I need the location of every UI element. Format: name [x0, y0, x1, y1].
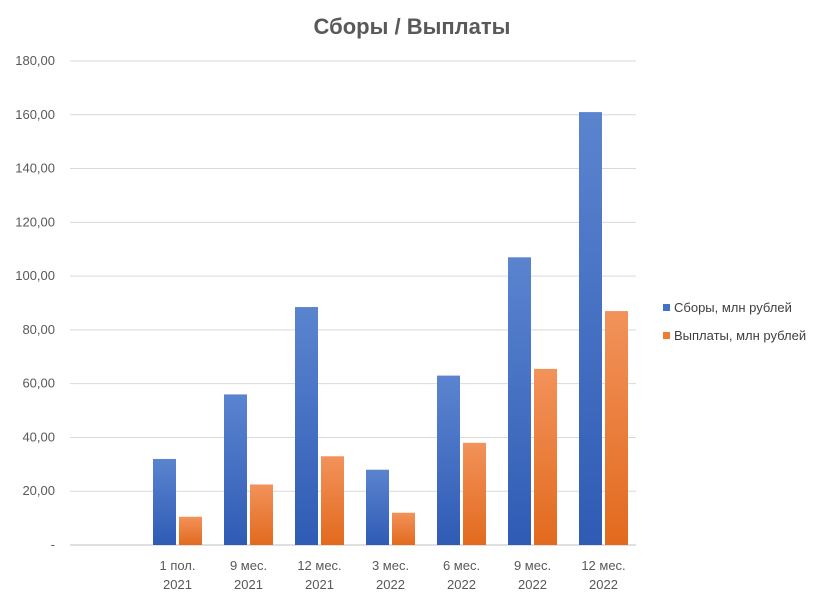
bar-sbory — [579, 112, 602, 545]
bars — [153, 112, 628, 545]
legend-swatch — [663, 332, 670, 339]
x-tick-label: 1 пол. — [159, 558, 195, 573]
x-axis-ticks: 1 пол. 2021 9 мес. 2021 12 мес. 2021 3 мес. 202… — [159, 558, 625, 592]
bar-vyplaty — [534, 368, 557, 545]
x-tick-label: 3 мес. — [372, 558, 409, 573]
x-tick-label: 9 мес. — [230, 558, 267, 573]
y-tick-label: 100,00 — [15, 268, 55, 283]
x-tick-label: 2021 — [305, 577, 334, 592]
y-tick-label: 20,00 — [22, 483, 55, 498]
bar-vyplaty — [321, 456, 344, 545]
y-tick-label: 80,00 — [22, 322, 55, 337]
bar-vyplaty — [605, 311, 628, 545]
y-tick-label: 140,00 — [15, 161, 55, 176]
bar-vyplaty — [250, 484, 273, 545]
y-axis-ticks: - 20,00 40,00 60,00 80,00 100,00 120,00 140,00 1… — [15, 53, 55, 552]
x-tick-label: 2022 — [376, 577, 405, 592]
x-tick-label: 6 мес. — [443, 558, 480, 573]
y-tick-label: 120,00 — [15, 214, 55, 229]
legend-label: Сборы, млн рублей — [674, 300, 792, 315]
bar-sbory — [437, 375, 460, 545]
bar-sbory — [366, 469, 389, 545]
bar-vyplaty — [179, 516, 202, 545]
bar-sbory — [224, 394, 247, 545]
x-tick-label: 12 мес. — [581, 558, 625, 573]
y-tick-label: 40,00 — [22, 429, 55, 444]
bar-vyplaty — [392, 512, 415, 545]
legend-swatch — [663, 304, 670, 311]
x-tick-label: 12 мес. — [297, 558, 341, 573]
x-tick-label: 2022 — [518, 577, 547, 592]
x-tick-label: 2022 — [447, 577, 476, 592]
bar-vyplaty — [463, 442, 486, 545]
bar-sbory — [153, 458, 176, 545]
x-tick-label: 2021 — [163, 577, 192, 592]
bar-sbory — [508, 257, 531, 545]
legend: Сборы, млн рублей Выплаты, млн рублей — [663, 300, 806, 343]
x-tick-label: 2021 — [234, 577, 263, 592]
bar-sbory — [295, 307, 318, 545]
y-tick-label: 60,00 — [22, 376, 55, 391]
chart-title: Сборы / Выплаты — [314, 14, 511, 39]
y-tick-label: 160,00 — [15, 107, 55, 122]
x-tick-label: 9 мес. — [514, 558, 551, 573]
y-tick-label: 180,00 — [15, 53, 55, 68]
x-tick-label: 2022 — [589, 577, 618, 592]
legend-label: Выплаты, млн рублей — [674, 328, 806, 343]
y-tick-label: - — [51, 537, 55, 552]
